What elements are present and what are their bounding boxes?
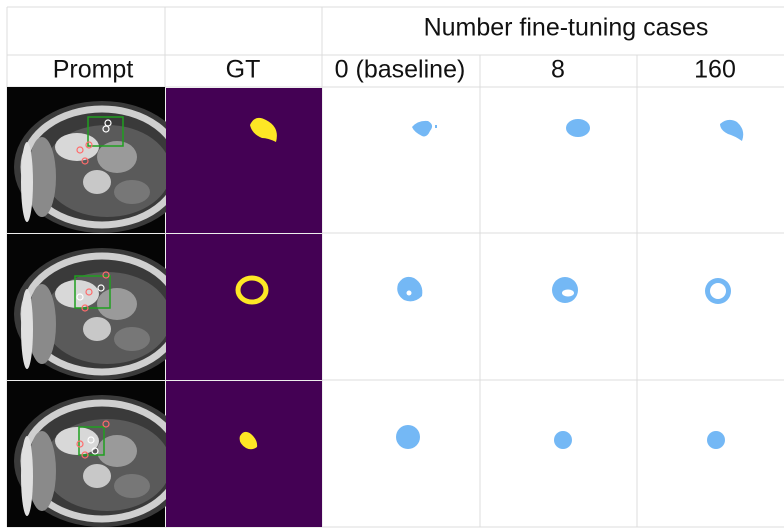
prediction-mask	[396, 119, 743, 449]
header-title: Number fine-tuning cases	[424, 14, 709, 42]
column-header: 160	[694, 56, 736, 84]
column-header: GT	[226, 56, 261, 84]
figure: Number fine-tuning cases Prompt GT 0 (ba…	[0, 0, 784, 528]
prompt-image	[7, 381, 190, 527]
prompt-image	[7, 87, 190, 233]
gt-mask	[166, 88, 322, 527]
column-header: 8	[551, 56, 565, 84]
prompt-image	[7, 234, 190, 380]
column-header: Prompt	[53, 56, 134, 84]
column-header: 0 (baseline)	[335, 56, 466, 84]
